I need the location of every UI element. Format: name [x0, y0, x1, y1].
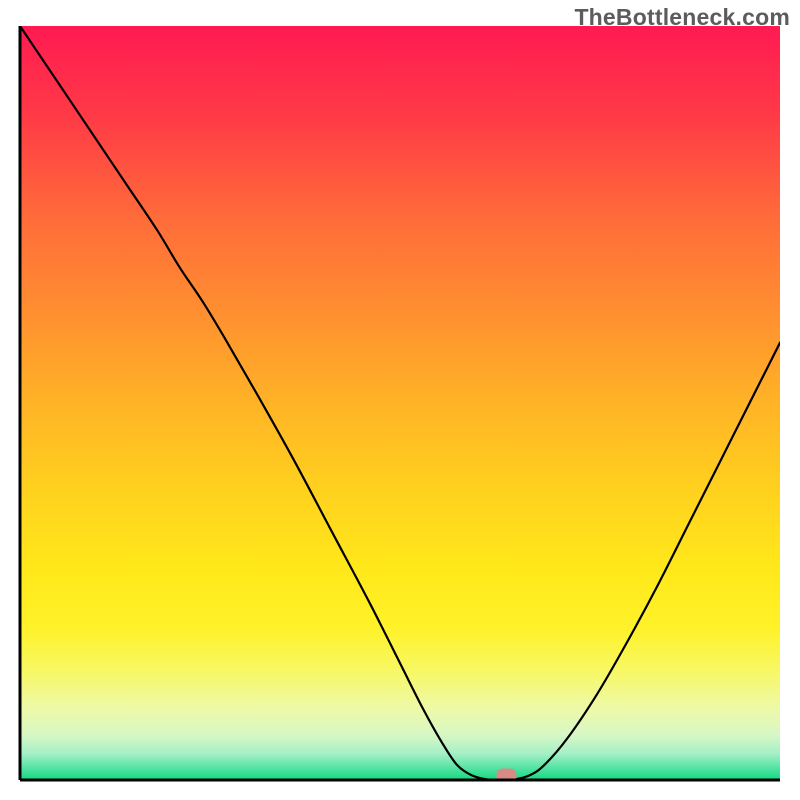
gradient-background	[20, 26, 780, 780]
bottleneck-chart	[0, 0, 800, 800]
chart-container: TheBottleneck.com	[0, 0, 800, 800]
watermark-text: TheBottleneck.com	[574, 4, 790, 31]
